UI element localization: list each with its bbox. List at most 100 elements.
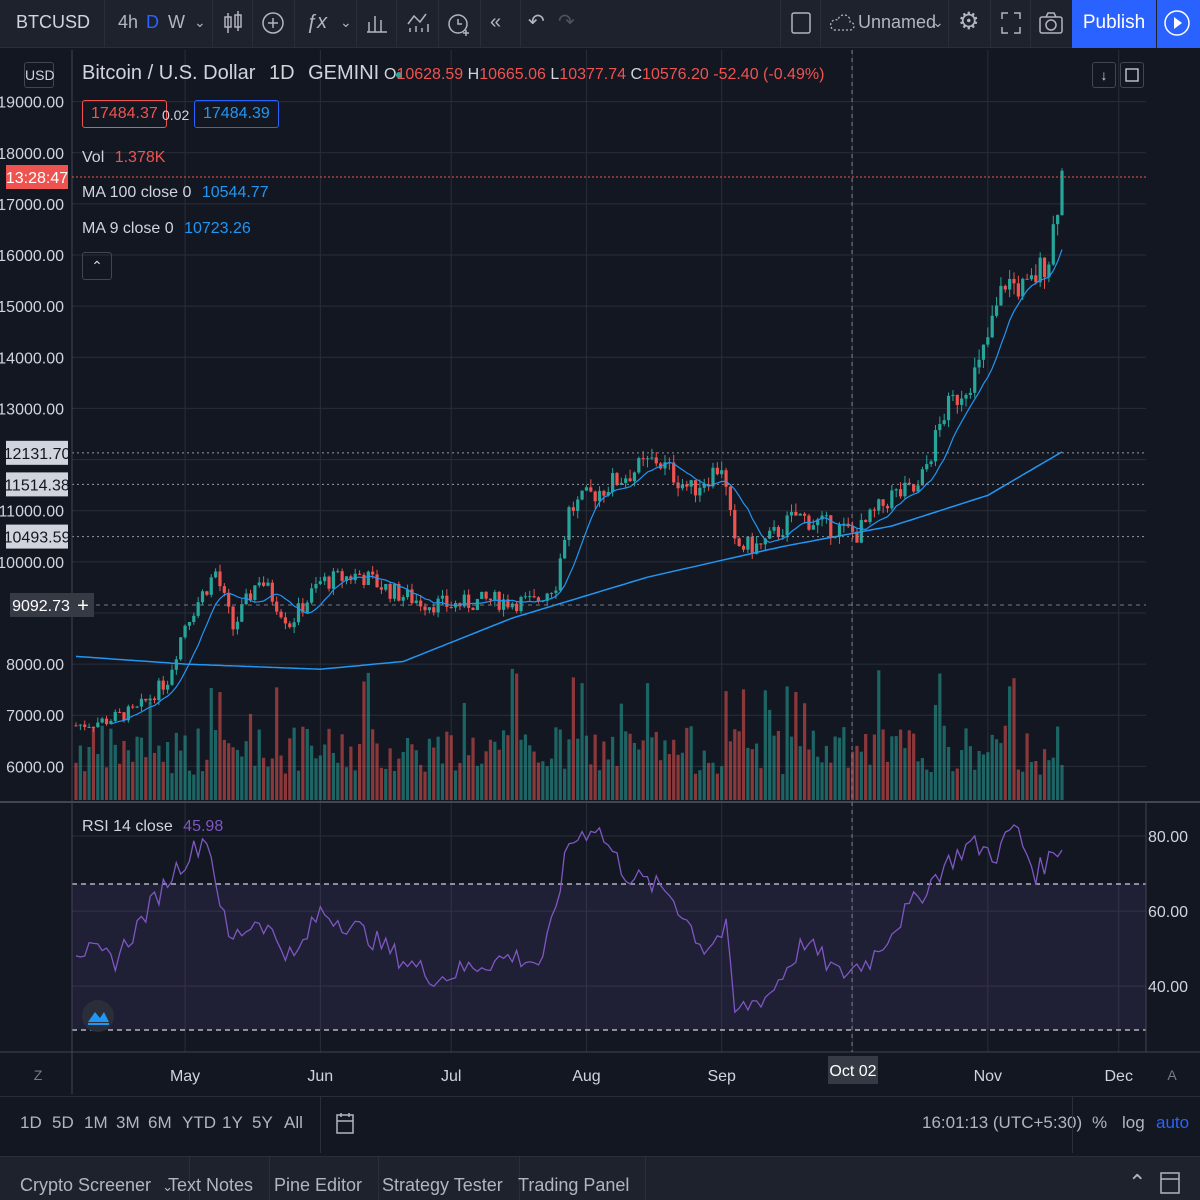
range-3m[interactable]: 3M (116, 1113, 140, 1132)
panel-collapse-chevron-up-icon[interactable]: ⌃ (1128, 1170, 1147, 1195)
range-5d[interactable]: 5D (52, 1113, 74, 1132)
tab-text-notes[interactable]: Text Notes (152, 1157, 271, 1200)
symbol-search[interactable]: BTCUSD (16, 12, 91, 32)
volume-bar (707, 762, 711, 800)
redo-icon[interactable]: ↷ (558, 11, 575, 33)
time-tick-label: Dec (1104, 1068, 1132, 1085)
panel-maximize-icon[interactable] (1158, 1169, 1182, 1197)
candle-body (903, 482, 907, 497)
indicators-fx-icon[interactable]: ƒx (306, 11, 328, 33)
candle-body (999, 285, 1003, 306)
alert-clock-icon[interactable] (446, 10, 472, 38)
indicators-dropdown-icon[interactable]: ⌄ (340, 14, 352, 30)
auto-scale-toggle[interactable]: auto (1156, 1113, 1190, 1132)
candle-body (388, 583, 392, 599)
camera-icon[interactable] (1038, 11, 1064, 35)
interval-dropdown-icon[interactable]: ⌄ (194, 14, 206, 30)
volume-bar (864, 733, 868, 800)
candle-body (152, 698, 157, 701)
volume-bar (580, 683, 584, 800)
sell-price-button[interactable]: 17484.37 (82, 100, 167, 128)
tab-trading-panel[interactable]: Trading Panel (502, 1157, 647, 1200)
tab-strategy-tester[interactable]: Strategy Tester (366, 1157, 520, 1200)
candle-body (597, 490, 602, 502)
publish-button[interactable]: Publish (1072, 0, 1156, 48)
candles-style-icon[interactable] (222, 9, 244, 37)
maximize-pane-icon[interactable] (1120, 62, 1144, 88)
price-tick-label: 17000.00 (0, 197, 64, 214)
candle-body (532, 596, 536, 598)
low-value: 10377.74 (559, 66, 627, 83)
chevron-down-icon: ⌄ (162, 1179, 173, 1194)
market-status-icon[interactable]: ● (394, 66, 404, 82)
candle-body (898, 489, 903, 497)
range-1m[interactable]: 1M (84, 1113, 108, 1132)
collapse-legend-chevron-up-icon[interactable]: ⌃ (82, 252, 112, 280)
candle-body (624, 478, 628, 483)
volume-bar (833, 736, 837, 800)
scroll-down-arrow-icon[interactable]: ↓ (1092, 62, 1116, 88)
tradingview-logo-icon[interactable] (82, 1000, 114, 1032)
chart-area[interactable]: 19000.00 18000.00 17000.00 16000.00 15000.00… (0, 50, 1200, 1094)
candle-body (179, 637, 183, 660)
volume-bar (881, 729, 885, 800)
price-axis-labels: 19000.00 18000.00 17000.00 16000.00 15000.00… (0, 95, 94, 776)
log-scale-toggle[interactable]: log (1122, 1113, 1145, 1132)
candle-body (480, 591, 484, 599)
volume-bar (685, 727, 689, 800)
price-tick-label: 19000.00 (0, 95, 64, 112)
volume-bar (872, 734, 876, 800)
interval-d[interactable]: D (146, 12, 159, 32)
settings-gear-icon[interactable]: ⚙ (958, 8, 980, 35)
percent-scale-toggle[interactable]: % (1092, 1113, 1108, 1132)
range-ytd[interactable]: YTD (182, 1113, 216, 1132)
publish-play-button[interactable] (1157, 0, 1200, 48)
price-chart[interactable]: 19000.00 18000.00 17000.00 16000.00 15000.00… (0, 50, 1200, 1094)
time-tick-label: Nov (974, 1068, 1002, 1085)
date-range-calendar-icon[interactable] (334, 1111, 358, 1137)
volume-bar (266, 766, 270, 800)
range-1d[interactable]: 1D (20, 1113, 42, 1132)
undo-icon[interactable]: ↶ (528, 11, 545, 33)
volume-bar (392, 770, 397, 800)
candle-body (776, 526, 781, 537)
candle-body (615, 473, 619, 485)
countdown-label: 13:28:47 (6, 170, 68, 187)
tab-crypto-screener[interactable]: Crypto Screener ⌄ (4, 1157, 190, 1200)
candle-body (881, 499, 885, 506)
range-5y[interactable]: 5Y (252, 1113, 273, 1132)
candle-body (401, 597, 405, 601)
volume-bar (445, 731, 449, 800)
candle-body (798, 513, 802, 516)
toolbar-divider (294, 0, 295, 48)
layout-dropdown-icon[interactable]: ⌄ (932, 14, 944, 30)
replay-icon[interactable]: « (490, 11, 502, 33)
range-6m[interactable]: 6M (148, 1113, 172, 1132)
volume-bar (118, 763, 122, 800)
candle-body (244, 593, 248, 605)
candle-body (912, 484, 916, 492)
volume-bar (611, 736, 615, 800)
interval-4h[interactable]: 4h (118, 12, 139, 32)
toolbar-divider (520, 0, 521, 48)
interval-w[interactable]: W (168, 12, 185, 32)
buy-price-button[interactable]: 17484.39 (194, 100, 279, 128)
fullscreen-icon[interactable] (1000, 11, 1022, 35)
layout-name[interactable]: Unnamed (858, 12, 937, 32)
range-all[interactable]: All (284, 1113, 303, 1132)
financials-icon[interactable] (366, 10, 388, 36)
templates-icon[interactable] (406, 10, 430, 36)
candle-body (872, 509, 876, 511)
currency-label[interactable]: USD (24, 62, 55, 88)
tab-pine-editor[interactable]: Pine Editor (258, 1157, 380, 1200)
candle-body (685, 484, 689, 487)
chart-grid (72, 50, 1146, 1052)
fullscreen-layout-icon[interactable] (790, 11, 812, 35)
range-1y[interactable]: 1Y (222, 1113, 243, 1132)
candle-body (890, 490, 894, 509)
volume-bar (1021, 771, 1025, 800)
volume-bar (776, 730, 781, 800)
clock-time[interactable]: 16:01:13 (UTC+5:30) (922, 1113, 1083, 1132)
compare-add-icon[interactable] (260, 10, 286, 36)
candle-body (166, 684, 170, 690)
